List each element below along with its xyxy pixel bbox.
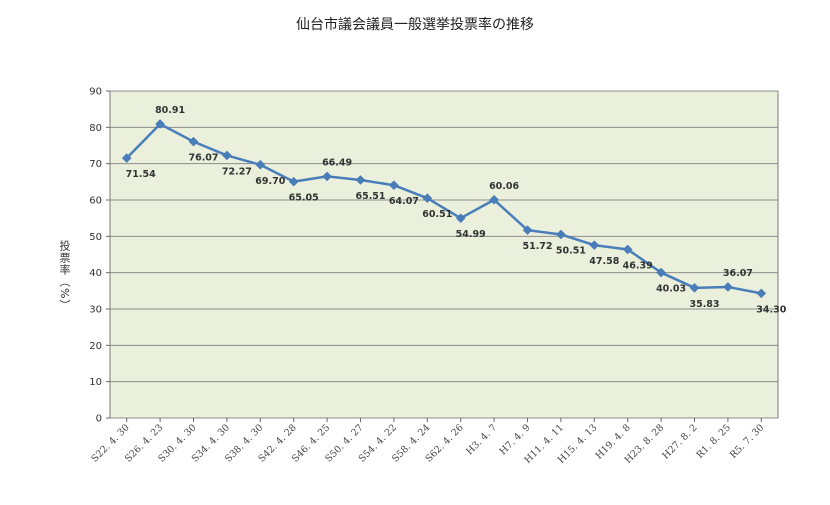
data-point-marker <box>723 282 733 292</box>
y-tick-label: 60 <box>89 196 102 207</box>
data-point-marker <box>489 194 499 205</box>
data-label: 60.06 <box>489 181 519 192</box>
data-label: 51.72 <box>522 241 552 252</box>
y-tick-label: 0 <box>96 414 102 425</box>
data-point-marker <box>222 150 232 161</box>
data-label: 50.51 <box>556 245 586 256</box>
gridlines <box>110 90 778 419</box>
data-point-marker <box>121 153 132 163</box>
data-point-marker <box>188 136 199 147</box>
data-point-marker <box>589 240 600 250</box>
data-point-marker <box>255 159 266 170</box>
data-label: 54.99 <box>456 229 486 240</box>
y-tick-label: 50 <box>89 232 102 243</box>
y-tick-label: 40 <box>89 268 102 279</box>
data-label: 47.58 <box>589 256 619 267</box>
data-label: 64.07 <box>389 196 419 207</box>
y-tick-label: 70 <box>89 159 102 170</box>
y-tick-label: 30 <box>89 305 102 316</box>
data-label: 65.51 <box>355 191 385 202</box>
data-point-marker <box>556 229 566 240</box>
y-tick-label: 90 <box>89 87 102 98</box>
x-tick-label: H27. 8. 2 <box>660 422 699 461</box>
data-point-marker <box>689 282 700 293</box>
data-label: 71.54 <box>126 169 156 180</box>
data-point-marker <box>656 267 666 278</box>
data-point-marker <box>455 213 466 224</box>
data-point-marker <box>522 225 533 235</box>
y-tick-label: 10 <box>89 377 102 388</box>
data-point-marker <box>622 244 633 255</box>
data-label: 66.49 <box>322 157 352 168</box>
plot-area <box>109 90 779 419</box>
x-tick-label: H3. 4. 7 <box>464 422 499 457</box>
data-point-marker <box>756 288 767 299</box>
data-label: 60.51 <box>422 209 452 220</box>
x-tick-label: R5. 7. 30 <box>728 422 766 460</box>
data-label: 80.91 <box>155 105 185 116</box>
y-tick-label: 20 <box>89 341 102 352</box>
data-label: 34.30 <box>756 304 786 315</box>
data-label: 65.05 <box>289 193 319 204</box>
x-tick-label: R1. 8. 25 <box>695 422 733 460</box>
data-label: 40.03 <box>656 284 686 295</box>
y-axis-label: 投票率（%） <box>58 240 71 312</box>
data-label: 35.83 <box>689 299 719 310</box>
chart-title: 仙台市議会議員一般選挙投票率の推移 <box>296 17 534 33</box>
data-label: 69.70 <box>255 176 285 187</box>
data-point-marker <box>288 176 299 187</box>
series-markers <box>121 119 767 299</box>
data-label: 76.07 <box>188 153 218 164</box>
y-tick-label: 80 <box>89 123 102 134</box>
y-axis-ticks: 0 10 20 30 40 50 60 70 80 90 <box>89 87 110 425</box>
series-line <box>125 122 762 295</box>
series-line-path <box>125 122 762 295</box>
data-point-marker <box>389 180 399 191</box>
data-label: 46.39 <box>623 260 653 271</box>
data-point-marker <box>155 119 165 129</box>
data-point-marker <box>422 193 433 204</box>
data-point-marker <box>355 175 366 185</box>
data-label: 36.07 <box>723 268 753 279</box>
data-label: 72.27 <box>222 166 252 177</box>
data-point-marker <box>322 171 332 182</box>
